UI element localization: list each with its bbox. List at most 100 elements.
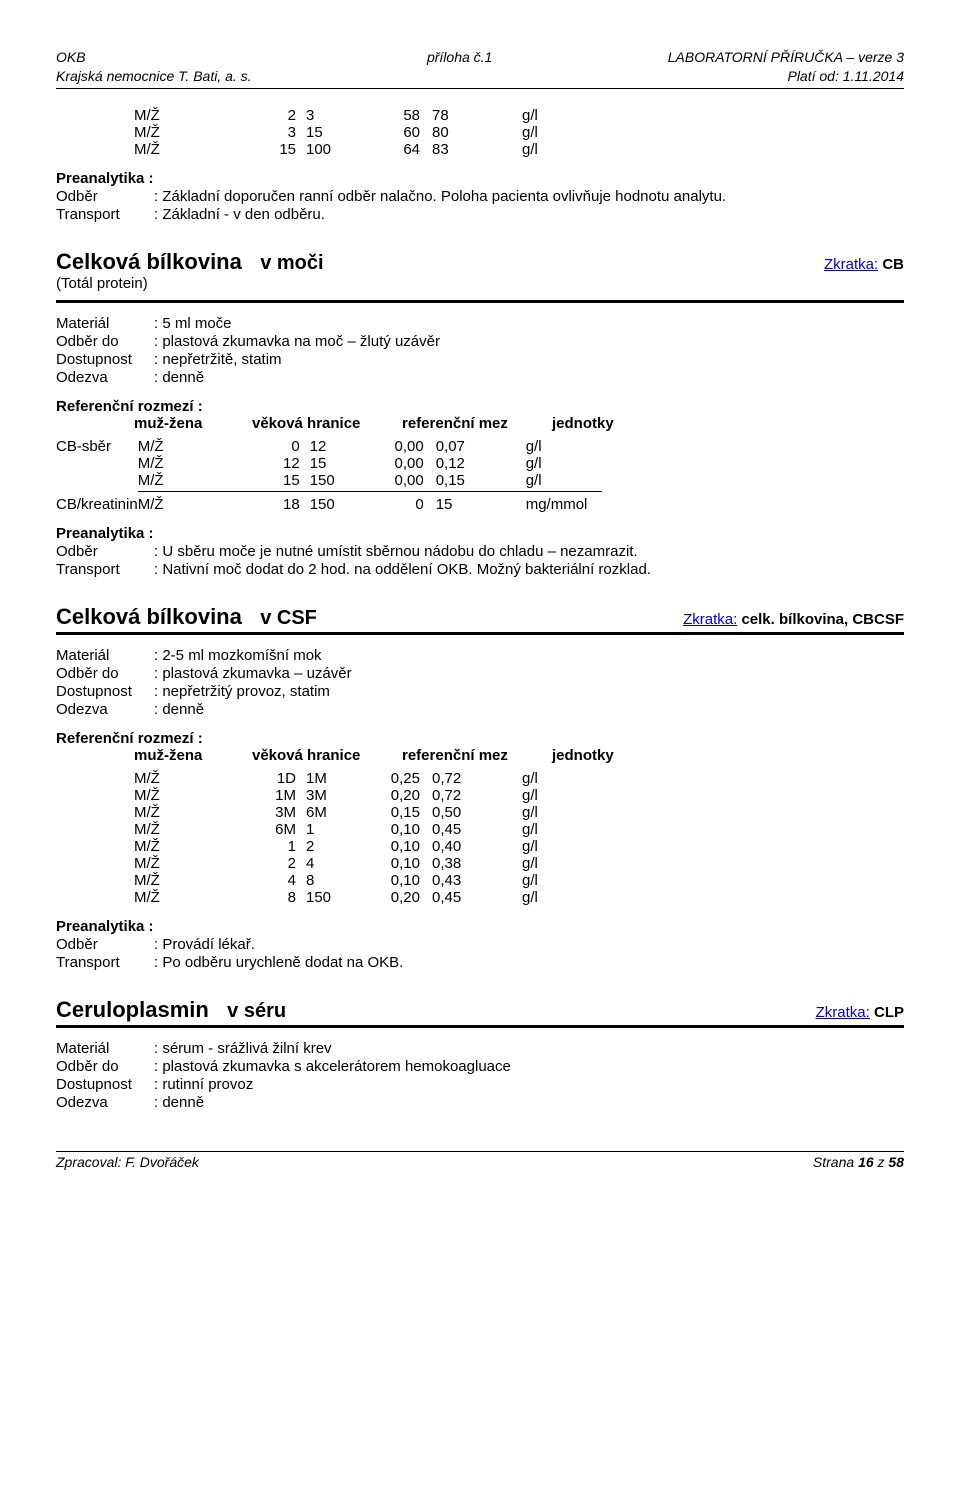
row-age-from: 15 — [252, 141, 306, 158]
sect2-pre-odber: Provádí lékař. — [154, 936, 255, 953]
sect2-title-row: Celková bílkovina v CSF Zkratka: celk. b… — [56, 604, 904, 630]
row-low: 58 — [372, 107, 428, 124]
footer-of: z — [874, 1154, 889, 1170]
sect1-pre-title: Preanalytika : — [56, 525, 904, 542]
row-sex: M/Ž — [134, 107, 252, 124]
footer-page-num: 16 — [858, 1154, 874, 1170]
row-age-from: 8 — [252, 889, 306, 906]
row-high: 0,50 — [428, 804, 488, 821]
sect3-material: sérum - srážlivá žilní krev — [154, 1040, 332, 1057]
sect3-odezva: denně — [154, 1094, 204, 1111]
row-unit: g/l — [488, 855, 598, 872]
rh-age: věková hranice — [252, 415, 402, 432]
row-sex: M/Ž — [134, 872, 252, 889]
row-lead — [56, 872, 134, 889]
row-age-to: 4 — [306, 855, 372, 872]
label-transport: Transport — [56, 561, 154, 578]
row-sex: M/Ž — [134, 889, 252, 906]
sect3-spec: v séru — [227, 1000, 286, 1022]
row-age-to: 8 — [306, 872, 372, 889]
footer-rule — [56, 1151, 904, 1152]
label-material: Materiál — [56, 647, 154, 664]
row-age-from: 15 — [256, 472, 310, 492]
label-transport: Transport — [56, 954, 154, 971]
label-material: Materiál — [56, 1040, 154, 1057]
row-sex: M/Ž — [134, 124, 252, 141]
row-high: 83 — [428, 141, 488, 158]
row-age-from: 1M — [252, 787, 306, 804]
row-age-to: 15 — [310, 455, 376, 472]
sect1-title-row: Celková bílkovina v moči Zkratka: CB — [56, 249, 904, 275]
row-high: 78 — [428, 107, 488, 124]
sect3-code: CLP — [874, 1004, 904, 1021]
sect3-odberdo: plastová zkumavka s akcelerátorem hemoko… — [154, 1058, 511, 1075]
row-low: 0,10 — [372, 838, 428, 855]
row-age-from: 2 — [252, 107, 306, 124]
sect1-code: CB — [882, 256, 904, 273]
rh-ref: referenční mez — [402, 747, 552, 764]
footer-left: Zpracoval: F. Dvořáček — [56, 1154, 199, 1170]
top-odber-val: Základní doporučen ranní odběr nalačno. … — [154, 188, 726, 205]
footer-total: 58 — [888, 1154, 904, 1170]
zkratka-link[interactable]: Zkratka: — [816, 1004, 870, 1021]
rh-unit: jednotky — [552, 415, 614, 432]
row-unit: g/l — [488, 821, 598, 838]
row-high: 15 — [432, 491, 492, 513]
row-low: 0 — [376, 491, 432, 513]
hdr-left1: OKB — [56, 49, 86, 65]
row-lead: CB-sběr — [56, 438, 138, 455]
row-age-to: 150 — [310, 491, 376, 513]
row-age-from: 0 — [256, 438, 310, 455]
sect2-code: celk. bílkovina, CBCSF — [741, 611, 904, 628]
row-sex: M/Ž — [134, 141, 252, 158]
sect1-spec: v moči — [260, 252, 323, 274]
row-low: 0,00 — [376, 472, 432, 492]
sect3-rule — [56, 1025, 904, 1028]
row-lead — [56, 770, 134, 787]
sect1-title: Celková bílkovina — [56, 249, 242, 274]
row-age-to: 1 — [306, 821, 372, 838]
row-age-to: 100 — [306, 141, 372, 158]
row-age-from: 4 — [252, 872, 306, 889]
row-high: 0,72 — [428, 787, 488, 804]
row-age-from: 18 — [256, 491, 310, 513]
row-high: 0,45 — [428, 889, 488, 906]
sect1-odezva: denně — [154, 369, 204, 386]
row-age-from: 3M — [252, 804, 306, 821]
row-sex: M/Ž — [138, 472, 256, 492]
sect1-odberdo: plastová zkumavka na moč – žlutý uzávěr — [154, 333, 440, 350]
zkratka-link[interactable]: Zkratka: — [824, 256, 878, 273]
sect2-table: M/Ž1D1M0,250,72g/lM/Ž1M3M0,200,72g/lM/Ž3… — [56, 770, 598, 906]
row-sex: M/Ž — [134, 838, 252, 855]
sect1-rule — [56, 300, 904, 303]
row-high: 0,12 — [432, 455, 492, 472]
row-unit: g/l — [488, 141, 598, 158]
label-odber: Odběr — [56, 936, 154, 953]
row-high: 0,38 — [428, 855, 488, 872]
row-age-to: 150 — [310, 472, 376, 492]
row-age-from: 12 — [256, 455, 310, 472]
sect2-pre-title: Preanalytika : — [56, 918, 904, 935]
sect2-dostup: nepřetržitý provoz, statim — [154, 683, 330, 700]
row-age-from: 3 — [252, 124, 306, 141]
row-high: 80 — [428, 124, 488, 141]
row-unit: g/l — [488, 787, 598, 804]
row-low: 0,10 — [372, 872, 428, 889]
row-lead — [56, 141, 134, 158]
row-unit: g/l — [492, 438, 602, 455]
sect3-dostup: rutinní provoz — [154, 1076, 253, 1093]
row-age-from: 6M — [252, 821, 306, 838]
ref-header-row: muž-žena věková hranice referenční mez j… — [134, 747, 904, 764]
row-lead — [56, 855, 134, 872]
row-unit: g/l — [492, 455, 602, 472]
row-high: 0,15 — [432, 472, 492, 492]
zkratka-link[interactable]: Zkratka: — [683, 611, 737, 628]
row-age-to: 150 — [306, 889, 372, 906]
sect1-material: 5 ml moče — [154, 315, 232, 332]
row-lead — [56, 455, 138, 472]
row-lead — [56, 821, 134, 838]
row-lead — [56, 472, 138, 492]
row-low: 64 — [372, 141, 428, 158]
top-odber-row: Odběr Základní doporučen ranní odběr nal… — [56, 188, 904, 205]
sect1-dostup: nepřetržitě, statim — [154, 351, 282, 368]
